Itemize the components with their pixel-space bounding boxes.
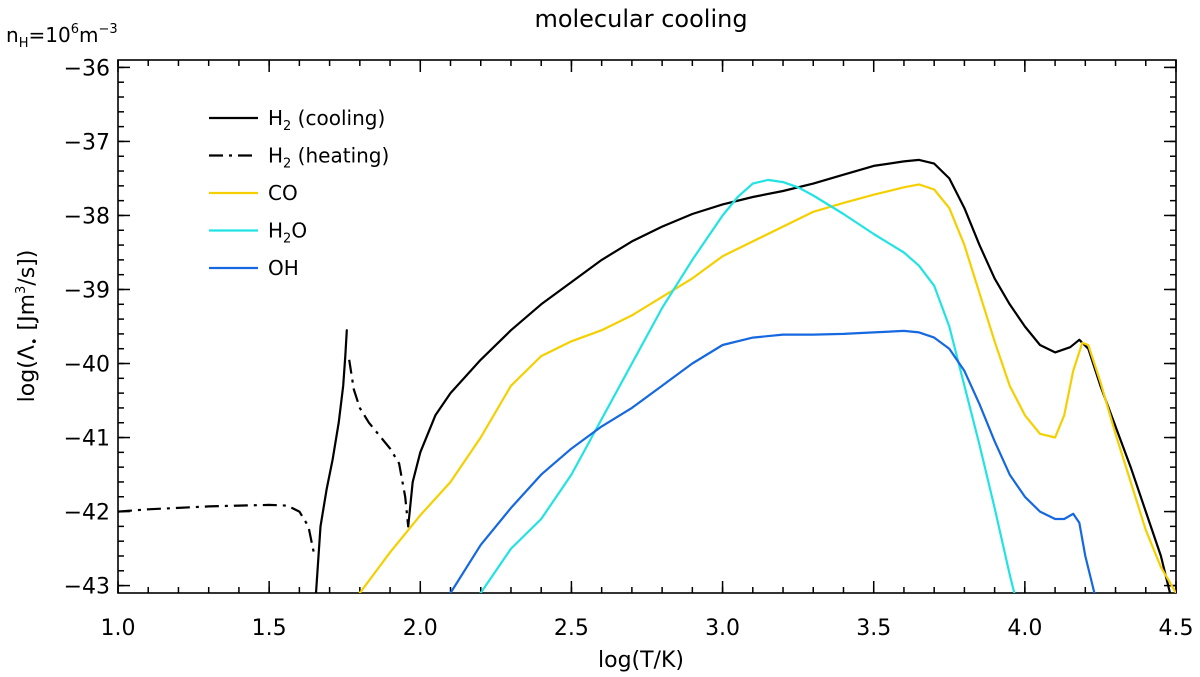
- series-line-h2-heating: [118, 503, 316, 557]
- x-tick-label: 2.5: [554, 616, 589, 641]
- y-tick-label: −41: [64, 427, 110, 452]
- series-line-h2-heating: [348, 359, 410, 527]
- y-tick-label: −37: [64, 130, 110, 155]
- y-tick-label: −36: [64, 56, 110, 81]
- series-line-co: [358, 183, 1176, 593]
- chart-title: molecular cooling: [534, 5, 747, 33]
- y-tick-label: −40: [64, 353, 110, 378]
- y-tick-label: −38: [64, 204, 110, 229]
- legend-label: H2 (cooling): [268, 106, 385, 134]
- legend-label: CO: [268, 181, 298, 205]
- y-tick-label: −39: [64, 278, 110, 303]
- legend: H2 (cooling) H2 (heating) CO H2O OH: [209, 106, 389, 280]
- density-label: nH=106m−3: [6, 22, 118, 51]
- x-axis-label: log(T/K): [598, 648, 684, 673]
- x-tick-label: 3.0: [705, 616, 740, 641]
- plot-frame: [117, 59, 1177, 594]
- x-tick-label: 2.0: [403, 616, 438, 641]
- series-line-oh: [449, 329, 1096, 593]
- x-tick-label: 4.0: [1007, 616, 1042, 641]
- legend-label: H2 (heating): [268, 144, 389, 172]
- x-tick-label: 3.5: [856, 616, 891, 641]
- x-tick-label: 1.5: [252, 616, 287, 641]
- series-line-h2-cooling: [314, 329, 348, 593]
- series-line-h2-cooling: [407, 158, 1172, 593]
- series-group: [118, 158, 1176, 593]
- legend-label: H2O: [268, 219, 307, 247]
- x-tick-label: 4.5: [1159, 616, 1194, 641]
- y-tick-label: −43: [64, 575, 110, 600]
- legend-label: OH: [268, 256, 299, 280]
- y-tick-label: −42: [64, 501, 110, 526]
- axis-ticks: [117, 60, 1177, 593]
- axis-tick-labels: 1.0 1.5 2.0 2.5 3.0 3.5 4.0 4.5 −43 −42 −41 −40 −39 −…: [64, 56, 1194, 641]
- x-tick-label: 1.0: [101, 616, 136, 641]
- y-axis-label: log(Λ• [Jm3/s]): [14, 250, 43, 403]
- series-line-h2o: [479, 178, 1016, 593]
